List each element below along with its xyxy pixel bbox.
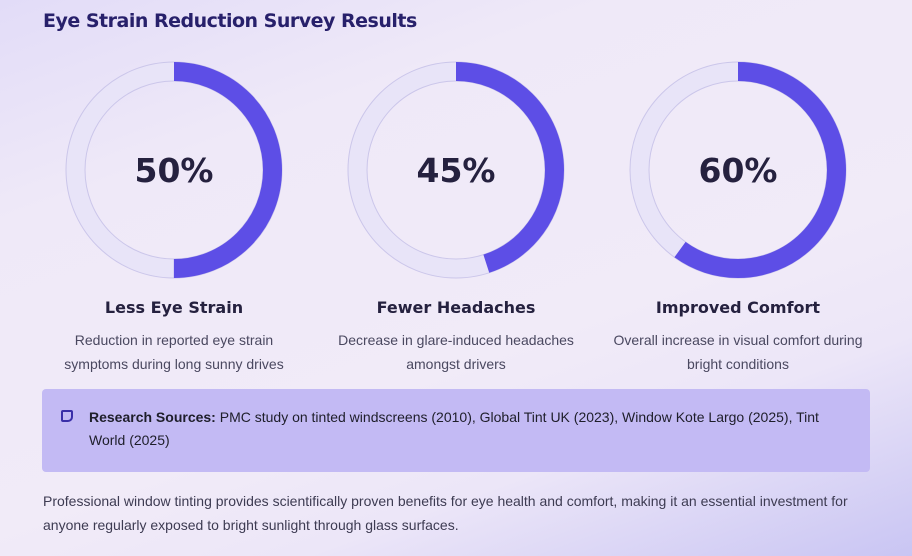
donut-chart: 45% xyxy=(347,61,565,279)
donut-label: Fewer Headaches xyxy=(376,298,536,317)
research-sources: Research Sources: PMC study on tinted wi… xyxy=(42,389,870,472)
donut-arc xyxy=(66,62,282,278)
donut-description: Decrease in glare-induced headaches amon… xyxy=(338,332,574,372)
sources-text: PMC study on tinted windscreens (2010), … xyxy=(89,409,819,448)
donut-value: 60% xyxy=(699,151,778,190)
footer-text: Professional window tinting provides sci… xyxy=(43,493,848,533)
donut-card: 60% Improved Comfort Overall increase in… xyxy=(608,60,868,376)
note-icon xyxy=(61,410,73,422)
donut-arc xyxy=(630,62,846,278)
donut-value: 45% xyxy=(417,151,496,190)
donut-label: Improved Comfort xyxy=(655,298,821,317)
donut-label: Less Eye Strain xyxy=(104,298,244,317)
donut-chart: 50% xyxy=(65,61,283,279)
donut-card: 50% Less Eye Strain Reduction in reporte… xyxy=(44,60,304,376)
donut-card: 45% Fewer Headaches Decrease in glare-in… xyxy=(326,60,586,376)
sources-label: Research Sources: xyxy=(89,409,216,425)
donut-description: Reduction in reported eye strain symptom… xyxy=(64,332,284,372)
donut-value: 50% xyxy=(135,151,214,190)
donut-chart: 60% xyxy=(629,61,847,279)
donut-description: Overall increase in visual comfort durin… xyxy=(613,332,863,372)
page-title: Eye Strain Reduction Survey Results xyxy=(43,10,417,32)
donut-arc xyxy=(348,62,564,278)
